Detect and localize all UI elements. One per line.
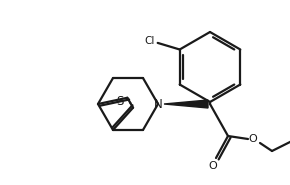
Polygon shape <box>164 100 208 108</box>
Text: S: S <box>117 95 124 108</box>
Text: Cl: Cl <box>144 36 155 46</box>
Text: O: O <box>249 134 257 144</box>
Text: O: O <box>209 161 218 171</box>
Text: N: N <box>154 97 162 110</box>
